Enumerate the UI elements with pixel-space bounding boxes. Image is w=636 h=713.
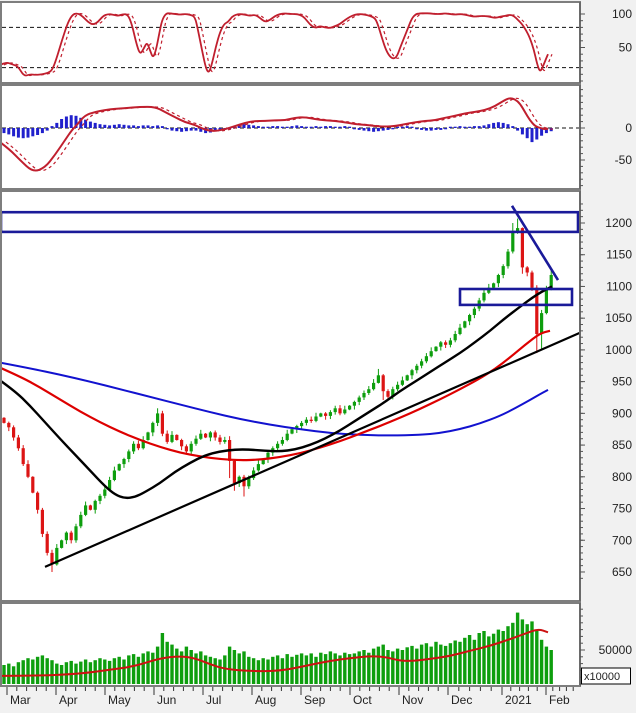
- volume-ma-line: [0, 628, 549, 677]
- axis-label: 50: [619, 41, 633, 55]
- month-label: Aug: [255, 693, 276, 707]
- axis-label: 1150: [606, 248, 632, 262]
- axis-label: 1000: [605, 343, 632, 357]
- x-axis: Mar Apr May Jun Jul Aug Sep Oct Nov Dec 2021 Feb: [0, 685, 580, 707]
- month-label: Sep: [304, 693, 326, 707]
- macd-line: [0, 97, 549, 172]
- month-label: Nov: [402, 693, 423, 707]
- axis-label: 950: [612, 375, 632, 389]
- month-label: Dec: [451, 693, 472, 707]
- axis-label: 1200: [605, 216, 632, 230]
- month-label: Apr: [59, 693, 78, 707]
- axis-label: 50000: [599, 643, 633, 657]
- axis-label: 0: [625, 121, 632, 135]
- axis-label: 1100: [606, 279, 632, 293]
- stochastic-line: [0, 12, 549, 77]
- month-label: Oct: [353, 693, 372, 707]
- month-label: Feb: [549, 693, 570, 707]
- axis-label: 100: [612, 7, 632, 21]
- unit-label-box: [581, 667, 631, 685]
- axis-label: -50: [615, 153, 633, 167]
- axis-label: 700: [612, 533, 632, 547]
- uptrend-line: [44, 331, 581, 568]
- axis-label: 850: [612, 438, 632, 452]
- month-label: May: [108, 693, 131, 707]
- volume-panel[interactable]: 50000 x10000: [0, 602, 633, 687]
- price-panel[interactable]: 1200 1150 1100 1050 1000 950 900 850 800 750 700 65…: [0, 190, 632, 602]
- axis-label: 800: [612, 470, 632, 484]
- volume-bars: [2, 612, 553, 684]
- ma200-line: [0, 361, 549, 437]
- ma50-line: [0, 285, 553, 500]
- month-label: Mar: [10, 693, 31, 707]
- downtrend-line: [510, 205, 560, 281]
- macd-plot-area[interactable]: [1, 85, 580, 189]
- resistance-box: [458, 287, 574, 307]
- month-label: 2021: [505, 693, 532, 707]
- price-plot-area[interactable]: [1, 191, 580, 601]
- candlesticks: [2, 218, 553, 572]
- stochastic-panel[interactable]: 100 50: [0, 1, 633, 84]
- axis-label: 650: [612, 565, 632, 579]
- axis-label: 900: [612, 406, 632, 420]
- axis-label: 750: [612, 502, 632, 516]
- month-label: Jun: [157, 693, 176, 707]
- macd-panel[interactable]: 0 -50: [0, 84, 633, 190]
- ma100-line: [0, 329, 551, 462]
- month-label: Jul: [206, 693, 221, 707]
- unit-label: x10000: [584, 671, 620, 683]
- axis-label: 1050: [605, 311, 632, 325]
